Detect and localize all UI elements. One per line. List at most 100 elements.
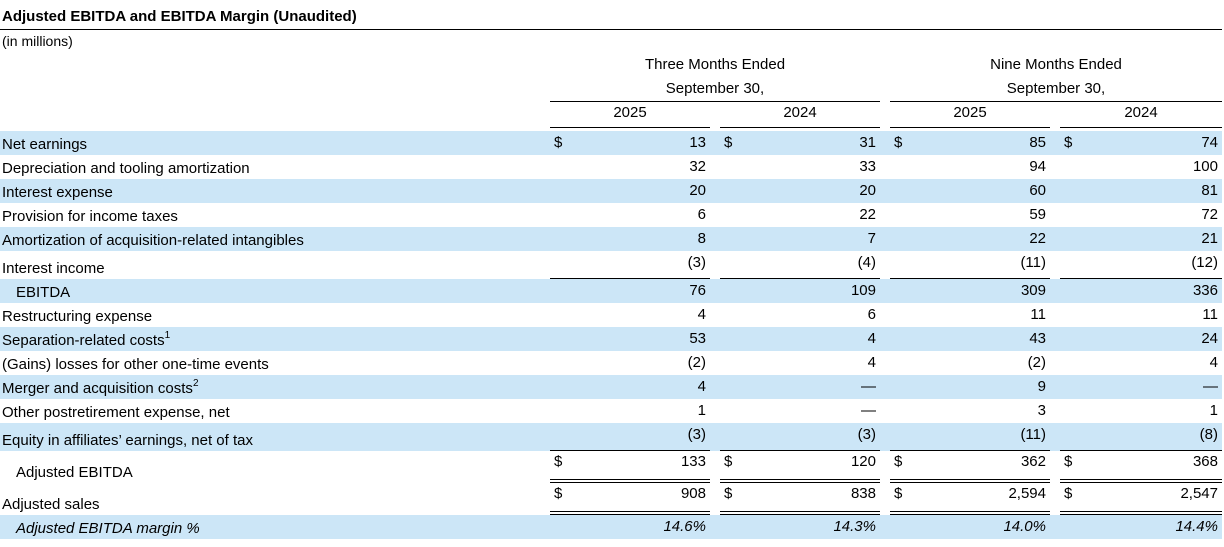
value-cell: 53 [689,330,706,347]
double-rule-bottom [720,514,880,515]
value-cell: 2,594 [1008,485,1046,502]
row-label: Merger and acquisition costs2 [2,378,199,397]
double-rule-top [1060,479,1222,480]
value-cell: 4 [697,306,706,323]
value-cell: 4 [1209,354,1218,371]
value-cell: (2) [687,354,706,371]
table-row: Restructuring expense 4 6 11 11 [0,303,1222,327]
double-rule-top [550,479,710,480]
group-header-line2: September 30, [665,80,765,97]
table-row: Merger and acquisition costs2 4 — 9 — [0,375,1222,399]
value-cell: 1 [697,402,706,419]
row-label: Other postretirement expense, net [2,404,230,421]
value-cell: 100 [1192,158,1218,175]
row-label-text: Merger and acquisition costs [2,380,193,397]
double-rule-top [890,479,1050,480]
value-cell: 368 [1192,453,1218,470]
value-cell: 24 [1201,330,1218,347]
double-rule-bottom [550,514,710,515]
value-cell: 3 [1037,402,1046,419]
currency-symbol: $ [894,134,903,151]
value-cell: 11 [1202,306,1218,323]
row-label: Net earnings [2,136,88,153]
double-rule-bottom [1060,482,1222,483]
double-rule-top [1060,511,1222,512]
value-cell: (3) [687,426,706,443]
value-cell: — [1203,378,1218,395]
subtotal-rule [550,278,710,279]
value-cell: 11 [1030,306,1046,323]
value-cell: 13 [689,134,706,151]
double-rule-top [550,511,710,512]
group-header-nine-months: Nine Months Ended September 30, [890,53,1222,101]
group-header-three-months: Three Months Ended September 30, [550,53,880,101]
value-cell: 362 [1020,453,1046,470]
value-cell: (11) [1020,254,1046,271]
value-cell: 33 [859,158,876,175]
table-row-margin: Adjusted EBITDA margin % 14.6% 14.3% 14.… [0,515,1222,539]
value-cell: 81 [1201,182,1218,199]
row-label: Adjusted EBITDA [16,464,133,481]
units-note: (in millions) [2,33,73,49]
double-rule-bottom [1060,514,1222,515]
currency-symbol: $ [724,134,733,151]
year-header: 2025 [953,104,987,121]
group-header-line1: Three Months Ended [644,56,786,73]
group-header-line2: September 30, [1006,80,1106,97]
value-cell: 14.6% [663,518,706,535]
row-label: Adjusted EBITDA margin % [16,520,200,537]
value-cell: (8) [1199,426,1218,443]
value-cell: 838 [850,485,876,502]
value-cell: — [861,378,876,395]
year-header: 2024 [783,104,817,121]
value-cell: 20 [859,182,876,199]
value-cell: 74 [1201,134,1218,151]
currency-symbol: $ [894,485,903,502]
value-cell: 94 [1029,158,1046,175]
currency-symbol: $ [554,485,563,502]
value-cell: 32 [689,158,706,175]
subtotal-rule [550,450,710,451]
subtotal-rule [890,278,1050,279]
table-row: Adjusted sales $908 $838 $2,594 $2,547 [0,483,1222,515]
value-cell: — [861,402,876,419]
table-row: Provision for income taxes 6 22 59 72 [0,203,1222,227]
currency-symbol: $ [1064,453,1073,470]
value-cell: (11) [1020,426,1046,443]
value-cell: 43 [1029,330,1046,347]
value-cell: 72 [1201,206,1218,223]
financial-table-body: Net earnings $13 $31 $85 $74 Depreciatio… [0,131,1222,539]
value-cell: (3) [857,426,876,443]
value-cell: 6 [867,306,876,323]
year-header-rule [550,127,710,128]
double-rule-bottom [890,482,1050,483]
value-cell: 120 [850,453,876,470]
value-cell: 85 [1029,134,1046,151]
subtotal-rule [890,450,1050,451]
table-row: Separation-related costs1 53 4 43 24 [0,327,1222,351]
value-cell: 21 [1201,230,1218,247]
subtotal-rule [720,450,880,451]
value-cell: 14.0% [1003,518,1046,535]
value-cell: 2,547 [1180,485,1218,502]
table-row: Interest expense 20 20 60 81 [0,179,1222,203]
table-row: Interest income (3) (4) (11) (12) [0,251,1222,279]
row-label: (Gains) losses for other one-time events [2,356,269,373]
row-label: Separation-related costs1 [2,330,170,349]
group-header-line1: Nine Months Ended [990,56,1122,73]
double-rule-bottom [720,482,880,483]
value-cell: 59 [1029,206,1046,223]
table-row-subtotal: EBITDA 76 109 309 336 [0,279,1222,303]
table-row: Depreciation and tooling amortization 32… [0,155,1222,179]
table-row: Amortization of acquisition-related inta… [0,227,1222,251]
group-header-rule [890,101,1222,102]
value-cell: 336 [1192,282,1218,299]
value-cell: 31 [859,134,876,151]
subtotal-rule [720,278,880,279]
year-header-rule [890,127,1050,128]
table-row: Other postretirement expense, net 1 — 3 … [0,399,1222,423]
table-row: (Gains) losses for other one-time events… [0,351,1222,375]
table-row: Equity in affiliates’ earnings, net of t… [0,423,1222,451]
double-rule-bottom [890,514,1050,515]
value-cell: (12) [1191,254,1218,271]
